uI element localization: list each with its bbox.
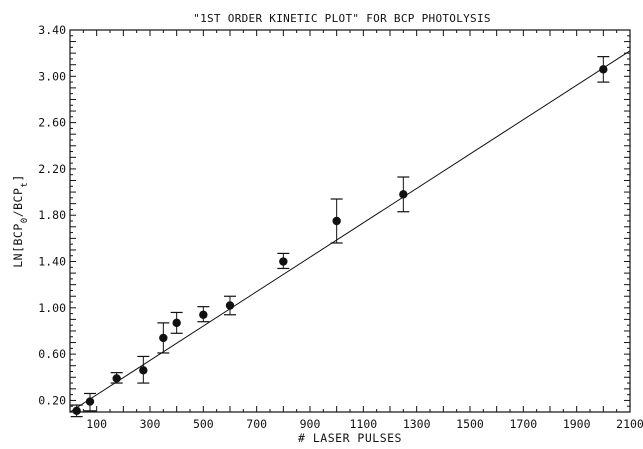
- data-marker: [599, 65, 608, 74]
- x-tick-label: 500: [193, 417, 214, 431]
- data-marker: [399, 190, 408, 199]
- axis-ticks: [69, 29, 631, 413]
- data-point: [277, 252, 290, 270]
- data-point: [597, 56, 610, 83]
- y-label-sub-0: 0: [20, 217, 30, 223]
- y-tick-label: 1.80: [38, 208, 66, 222]
- data-point: [70, 404, 83, 418]
- data-point: [197, 306, 210, 323]
- chart-title: "1ST ORDER KINETIC PLOT" FOR BCP PHOTOLY…: [193, 12, 491, 25]
- x-axis-label: # LASER PULSES: [298, 431, 402, 445]
- y-tick-label: 3.40: [38, 23, 66, 37]
- data-marker: [199, 310, 208, 319]
- y-tick-labels: 0.20 0.60 1.00 1.40 1.80 2.20 2.60 3.00 3.40: [38, 23, 66, 407]
- x-tick-label: 1700: [509, 417, 537, 431]
- fit-line: [69, 50, 631, 413]
- y-label-mid: /BCP: [11, 188, 25, 218]
- data-marker: [72, 406, 81, 416]
- data-point: [330, 198, 343, 244]
- x-tick-label: 1500: [456, 417, 484, 431]
- y-axis-label: LN[BCP0/BCPt]: [11, 174, 30, 268]
- y-label-end: ]: [11, 174, 25, 181]
- y-tick-label: 0.60: [38, 347, 66, 361]
- y-label-sub-t: t: [20, 182, 30, 188]
- data-points: [70, 56, 610, 418]
- data-point: [84, 392, 96, 412]
- data-point: [157, 322, 170, 354]
- x-tick-label: 1100: [349, 417, 377, 431]
- x-tick-label: 1300: [403, 417, 431, 431]
- data-marker: [85, 397, 95, 406]
- x-tick-label: 2100: [616, 417, 643, 431]
- data-point: [170, 311, 183, 334]
- plot-frame: [69, 29, 631, 413]
- data-point: [397, 176, 410, 213]
- data-marker: [332, 216, 341, 226]
- x-tick-label: 300: [140, 417, 161, 431]
- y-tick-label: 1.00: [38, 301, 66, 315]
- x-tick-label: 100: [86, 417, 107, 431]
- x-tick-labels: 100 300 500 700 900 1100 1300 1500 1700 1900 2100: [86, 417, 643, 431]
- y-tick-label: 2.20: [38, 162, 66, 176]
- data-point: [137, 355, 150, 384]
- y-tick-label: 0.20: [38, 393, 66, 407]
- data-marker: [225, 301, 235, 310]
- data-marker: [172, 318, 181, 328]
- x-tick-label: 700: [246, 417, 267, 431]
- y-tick-label: 3.00: [38, 69, 66, 83]
- data-marker: [112, 374, 121, 383]
- x-tick-label: 900: [300, 417, 321, 431]
- data-point: [224, 295, 236, 316]
- data-point: [110, 372, 123, 384]
- data-marker: [279, 257, 288, 266]
- data-marker: [159, 333, 168, 343]
- y-label-main: LN[BCP: [11, 223, 25, 268]
- data-marker: [139, 366, 148, 375]
- x-tick-label: 1900: [563, 417, 591, 431]
- y-tick-label: 1.40: [38, 255, 66, 269]
- y-tick-label: 2.60: [38, 116, 66, 130]
